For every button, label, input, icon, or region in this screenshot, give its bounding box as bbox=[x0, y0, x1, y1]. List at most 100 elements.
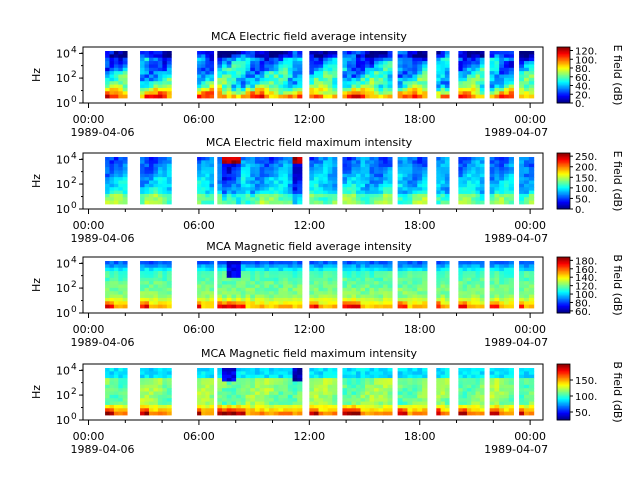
spectrogram-cell bbox=[283, 157, 289, 161]
spectrogram-cell bbox=[157, 187, 163, 191]
spectrogram-cell bbox=[508, 190, 514, 195]
spectrogram-cell bbox=[217, 197, 223, 202]
spectrogram-cell bbox=[153, 61, 159, 65]
spectrogram-cell bbox=[407, 261, 413, 265]
spectrogram-cell bbox=[471, 74, 476, 79]
colorbar-step bbox=[557, 80, 570, 83]
colorbar-step bbox=[557, 185, 570, 188]
spectrogram-cell bbox=[264, 193, 270, 198]
spectrogram-cell bbox=[209, 61, 215, 65]
colorbar-tick-label: 180. bbox=[575, 256, 597, 267]
spectrogram-cell bbox=[113, 71, 119, 75]
spectrogram-cell bbox=[417, 401, 423, 406]
spectrogram-cell bbox=[222, 190, 228, 195]
spectrogram-cell bbox=[369, 294, 375, 299]
spectrogram-cell bbox=[355, 74, 361, 79]
spectrogram-cell bbox=[378, 408, 384, 413]
spectrogram-cell bbox=[209, 64, 215, 69]
spectrogram-cell bbox=[297, 54, 303, 59]
spectrogram-cell bbox=[201, 368, 206, 372]
spectrogram-cell bbox=[209, 160, 215, 165]
spectrogram-cell bbox=[205, 91, 210, 96]
spectrogram-cell bbox=[236, 267, 242, 272]
spectrogram-cell bbox=[355, 61, 361, 65]
spectrogram-cell bbox=[222, 384, 228, 389]
spectrogram-cell bbox=[264, 91, 270, 96]
spectrogram-cell bbox=[436, 291, 441, 295]
spectrogram-cell bbox=[475, 173, 481, 178]
spectrogram-cell bbox=[508, 197, 514, 202]
colorbar-tick-label: 50. bbox=[575, 408, 591, 419]
spectrogram-cell bbox=[523, 91, 530, 96]
spectrogram-cell bbox=[462, 394, 468, 399]
spectrogram-cell bbox=[245, 61, 251, 65]
spectrogram-cell bbox=[292, 170, 298, 175]
spectrogram-cell bbox=[148, 381, 154, 386]
colorbar-step bbox=[557, 408, 570, 411]
spectrogram-cell bbox=[313, 294, 319, 299]
spectrogram-cell bbox=[397, 394, 403, 399]
spectrogram-cell bbox=[365, 291, 370, 295]
spectrogram-cell bbox=[383, 261, 389, 265]
spectrogram-cell bbox=[259, 391, 265, 396]
spectrogram-cell bbox=[283, 388, 289, 392]
colorbar-step bbox=[557, 49, 570, 52]
spectrogram-cell bbox=[259, 57, 265, 62]
spectrogram-cell bbox=[292, 267, 298, 272]
spectrogram-cell bbox=[360, 163, 366, 168]
spectrogram-cell bbox=[523, 193, 530, 198]
spectrogram-cell bbox=[217, 368, 223, 372]
spectrogram-cell bbox=[402, 304, 408, 309]
spectrogram-cell bbox=[109, 187, 115, 191]
spectrogram-cell bbox=[440, 160, 446, 165]
spectrogram-cell bbox=[140, 170, 145, 175]
x-tick-label: 00:00 bbox=[514, 113, 546, 126]
spectrogram-cell bbox=[273, 183, 279, 188]
spectrogram-cell bbox=[417, 193, 423, 198]
spectrogram-cell bbox=[118, 281, 124, 285]
spectrogram-cell bbox=[499, 301, 505, 306]
spectrogram-cell bbox=[105, 180, 110, 185]
spectrogram-cell bbox=[201, 157, 206, 161]
spectrogram-cell bbox=[402, 287, 408, 292]
spectrogram-cell bbox=[422, 157, 428, 161]
spectrogram-cell bbox=[201, 411, 206, 416]
spectrogram-cell bbox=[201, 297, 206, 302]
spectrogram-cell bbox=[140, 277, 145, 282]
colorbar-step bbox=[557, 207, 570, 210]
spectrogram-cell bbox=[273, 391, 279, 396]
spectrogram-cell bbox=[105, 261, 110, 265]
spectrogram-cell bbox=[264, 264, 270, 269]
spectrogram-cell bbox=[528, 398, 535, 402]
spectrogram-cell bbox=[436, 378, 441, 382]
spectrogram-cell bbox=[471, 264, 476, 269]
spectrogram-cell bbox=[508, 267, 514, 272]
spectrogram-cell bbox=[346, 57, 352, 62]
spectrogram-cell bbox=[245, 291, 251, 295]
spectrogram-cell bbox=[444, 200, 450, 205]
spectrogram-cell bbox=[407, 180, 413, 185]
spectrogram-cell bbox=[374, 160, 379, 165]
spectrogram-cell bbox=[346, 261, 352, 265]
spectrogram-cell bbox=[489, 197, 495, 202]
spectrogram-cell bbox=[332, 261, 338, 265]
spectrogram-cell bbox=[508, 381, 514, 386]
spectrogram-cell bbox=[309, 67, 315, 72]
spectrogram-cell bbox=[166, 57, 172, 62]
spectrogram-cell bbox=[369, 57, 375, 62]
spectrogram-cell bbox=[327, 394, 333, 399]
spectrogram-cell bbox=[162, 301, 168, 306]
spectrogram-cell bbox=[374, 267, 379, 272]
spectrogram-cell bbox=[523, 200, 530, 205]
spectrogram-cell bbox=[250, 167, 256, 171]
spectrogram-cell bbox=[407, 297, 413, 302]
spectrogram-cell bbox=[166, 61, 172, 65]
spectrogram-cell bbox=[523, 398, 530, 402]
spectrogram-cell bbox=[346, 173, 352, 178]
spectrogram-cell bbox=[471, 404, 476, 409]
spectrogram-cell bbox=[417, 183, 423, 188]
spectrogram-cell bbox=[309, 287, 315, 292]
spectrogram-cell bbox=[508, 378, 514, 382]
spectrogram-cell bbox=[466, 371, 472, 376]
spectrogram-cell bbox=[355, 267, 361, 272]
